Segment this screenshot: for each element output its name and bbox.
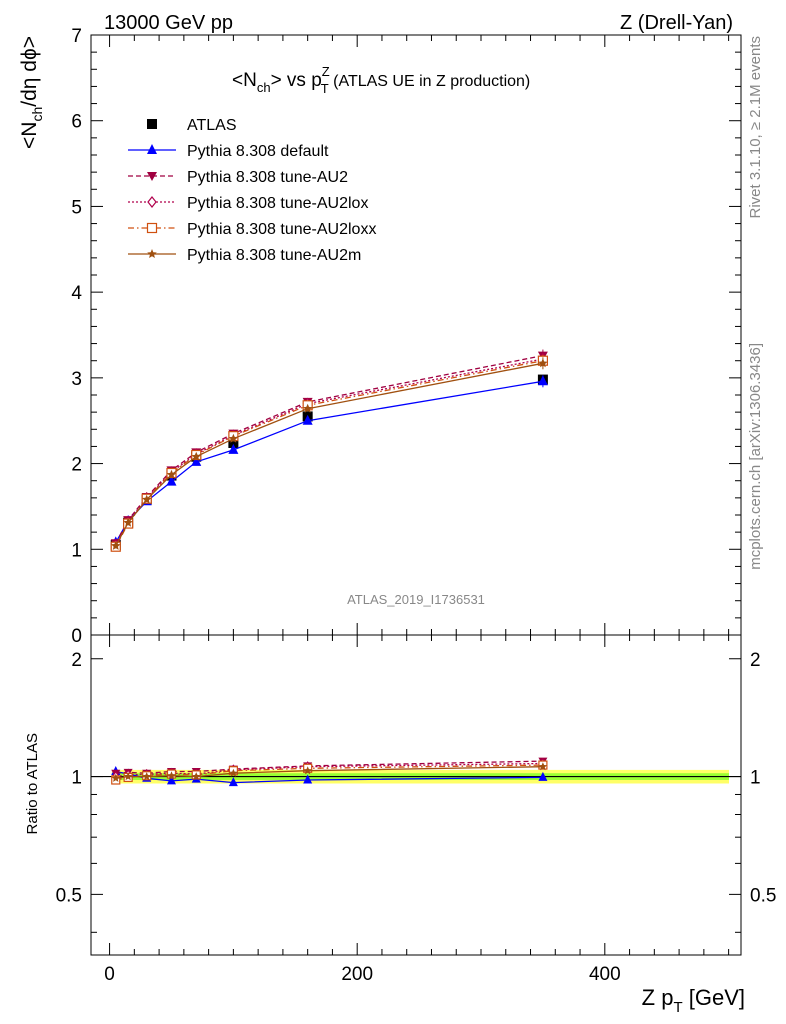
- series-line: [115, 380, 544, 543]
- legend-marker: [147, 196, 157, 208]
- data-point: [302, 403, 313, 413]
- series-pythia-8-308-tune-au2lox: [110, 353, 548, 551]
- ratio-point: [538, 771, 548, 781]
- ratio-series-pythia-8-308-tune-au2m: [111, 762, 548, 782]
- data-point: [228, 443, 239, 454]
- legend-marker: [147, 249, 157, 258]
- data-point: [537, 375, 548, 386]
- x-tick-label: 0: [104, 964, 115, 985]
- mcplots-text: mcplots.cern.ch [arXiv:1306.3436]: [747, 343, 764, 570]
- data-point: [538, 358, 548, 368]
- series-pythia-8-308-default: [110, 375, 548, 547]
- ratio-series-layer: [111, 757, 548, 787]
- legend-item: Pythia 8.308 tune-AU2lox: [128, 195, 368, 212]
- legend-label: Pythia 8.308 tune-AU2m: [187, 247, 361, 264]
- series-pythia-8-308-tune-au2: [110, 349, 548, 549]
- ratio-y-tick-label-left: 1: [71, 768, 82, 789]
- ratio-point: [192, 772, 201, 781]
- analysis-watermark: ATLAS_2019_I1736531: [347, 592, 485, 607]
- ratio-point: [228, 777, 238, 787]
- data-point: [228, 438, 239, 448]
- y-tick-label-main: 3: [71, 369, 82, 390]
- data-point: [111, 540, 121, 550]
- axis-ticks: 0 200 400 0 1 2 3 4 5 6 7 0.5 0.5 1 1 2 2: [56, 26, 777, 985]
- ratio-line: [115, 762, 543, 778]
- y-tick-label-main: 0: [71, 626, 82, 647]
- legend-label: Pythia 8.308 tune-AU2loxx: [187, 221, 376, 238]
- data-point: [302, 414, 313, 425]
- data-point: [191, 451, 201, 461]
- plot-title: <Nch> vs pZ T (ATLAS UE in Z production): [232, 64, 530, 96]
- series-pythia-8-308-tune-au2loxx: [110, 354, 549, 552]
- y-tick-label-main: 7: [71, 26, 82, 47]
- ratio-line: [115, 766, 543, 779]
- data-point: [142, 494, 152, 504]
- y-axis-label-ratio: Ratio to ATLAS: [24, 733, 41, 834]
- y-tick-label-main: 4: [71, 283, 82, 304]
- series-line: [115, 362, 544, 547]
- ratio-point: [142, 772, 151, 781]
- data-point: [123, 517, 133, 527]
- x-tick-label: 200: [341, 964, 373, 985]
- data-point: [166, 475, 177, 486]
- main-series-layer: [110, 349, 549, 552]
- y-axis-label-main: <Nch/dη dϕ>: [18, 36, 45, 149]
- legend-label: ATLAS: [187, 117, 237, 134]
- series-line: [115, 360, 544, 548]
- legend-label: Pythia 8.308 tune-AU2lox: [187, 195, 368, 212]
- series-atlas: [110, 374, 548, 550]
- y-tick-label-main: 2: [71, 455, 82, 476]
- ratio-panel-frame: [90, 634, 742, 956]
- legend-item: Pythia 8.308 default: [128, 143, 329, 160]
- data-point: [166, 469, 177, 479]
- ratio-y-tick-label-right: 0.5: [750, 885, 776, 906]
- rivet-version-text: Rivet 3.1.10, ≥ 2.1M events: [747, 36, 764, 219]
- y-tick-label-main: 5: [71, 197, 82, 218]
- legend: ATLAS Pythia 8.308 default Pythia 8.308 tu…: [128, 117, 376, 264]
- data-point: [191, 455, 202, 466]
- x-axis-label: Z pT [GeV]: [642, 985, 745, 1016]
- ratio-point: [167, 771, 176, 780]
- header-left: 13000 GeV pp: [104, 12, 233, 34]
- x-tick-label: 400: [589, 964, 621, 985]
- series-line: [115, 358, 544, 546]
- legend-marker: [147, 144, 157, 154]
- series-line: [115, 354, 544, 544]
- legend-item: Pythia 8.308 tune-AU2m: [128, 247, 361, 264]
- legend-label: Pythia 8.308 default: [187, 143, 329, 160]
- ratio-point: [229, 768, 238, 777]
- ratio-point: [111, 773, 120, 782]
- ratio-line: [115, 760, 543, 774]
- ratio-point: [303, 774, 313, 784]
- y-tick-label-main: 6: [71, 112, 82, 133]
- ratio-point: [166, 775, 176, 785]
- legend-item: ATLAS: [147, 117, 237, 134]
- legend-item: Pythia 8.308 tune-AU2: [128, 169, 348, 186]
- ratio-y-tick-label-left: 2: [71, 650, 82, 671]
- legend-marker: [147, 119, 157, 129]
- ratio-y-tick-label-right: 1: [750, 768, 761, 789]
- data-point: [228, 433, 239, 443]
- ratio-point: [123, 772, 133, 781]
- ratio-point: [303, 766, 312, 775]
- header-right: Z (Drell-Yan): [620, 12, 733, 34]
- ratio-y-tick-label-left: 0.5: [56, 885, 82, 906]
- ratio-point: [538, 762, 548, 771]
- ratio-y-tick-label-right: 2: [750, 650, 761, 671]
- legend-item: Pythia 8.308 tune-AU2loxx: [128, 221, 376, 238]
- legend-label: Pythia 8.308 tune-AU2: [187, 169, 348, 186]
- legend-marker: [146, 222, 158, 234]
- series-pythia-8-308-tune-au2m: [111, 357, 548, 550]
- y-tick-label-main: 1: [71, 540, 82, 561]
- legend-marker: [147, 172, 157, 181]
